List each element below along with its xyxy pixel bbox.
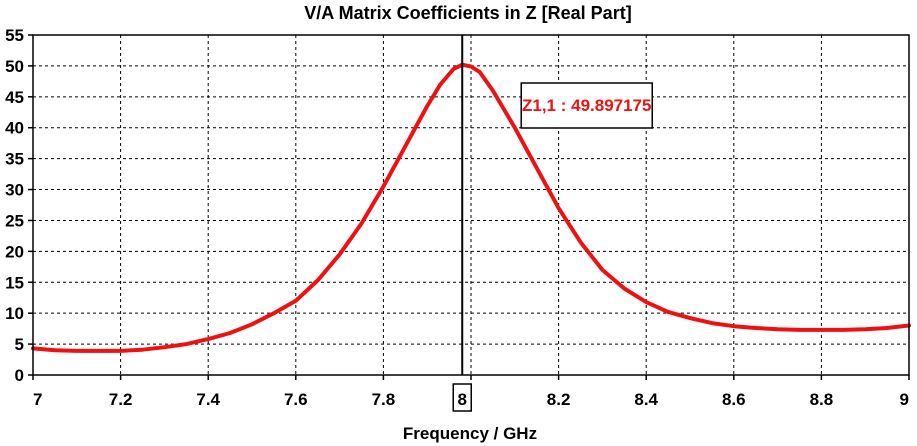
marker-x-box xyxy=(452,383,472,412)
y-tick-label-7: 35 xyxy=(5,150,24,169)
y-tick-label-11: 55 xyxy=(5,26,24,45)
plot-frame xyxy=(32,34,910,376)
x-tick-label-8: 8.6 xyxy=(722,390,746,409)
y-tick-label-1: 5 xyxy=(15,335,24,354)
x-tick-label-9: 8.8 xyxy=(810,390,834,409)
grid-lines xyxy=(33,35,909,375)
series-line xyxy=(31,62,911,353)
y-tick-label-4: 20 xyxy=(5,242,24,261)
y-tick-label-6: 30 xyxy=(5,181,24,200)
y-tick-label-9: 45 xyxy=(5,88,24,107)
y-tick-label-0: 0 xyxy=(15,366,24,385)
x-tick-label-7: 8.4 xyxy=(634,390,658,409)
y-tick-label-3: 15 xyxy=(5,273,24,292)
x-tick-label-2: 7.4 xyxy=(196,390,220,409)
marker-x-label: 8 xyxy=(458,390,467,409)
chart-title: V/A Matrix Coefficients in Z [Real Part] xyxy=(304,3,631,23)
y-tick-label-2: 10 xyxy=(5,304,24,323)
x-tick-label-10: 9 xyxy=(900,390,909,409)
x-tick-label-1: 7.2 xyxy=(109,390,133,409)
marker-value-box xyxy=(520,82,653,129)
y-tick-label-10: 50 xyxy=(5,57,24,76)
x-axis-label: Frequency / GHz xyxy=(403,424,537,443)
x-tick-label-6: 8.2 xyxy=(547,390,571,409)
y-axis-ticks: 0 5 10 15 20 25 30 35 40 45 50 55 xyxy=(5,26,33,385)
x-tick-label-4: 7.8 xyxy=(372,390,396,409)
marker-value-label: Z1,1 : 49.897175 xyxy=(522,96,651,115)
x-axis-ticks: 7 7.2 7.4 7.6 7.8 8.2 8.4 8.6 8.8 9 xyxy=(32,375,910,409)
x-tick-label-3: 7.6 xyxy=(284,390,308,409)
y-tick-label-5: 25 xyxy=(5,211,24,230)
y-tick-label-8: 40 xyxy=(5,119,24,138)
x-tick-label-0: 7 xyxy=(33,390,42,409)
